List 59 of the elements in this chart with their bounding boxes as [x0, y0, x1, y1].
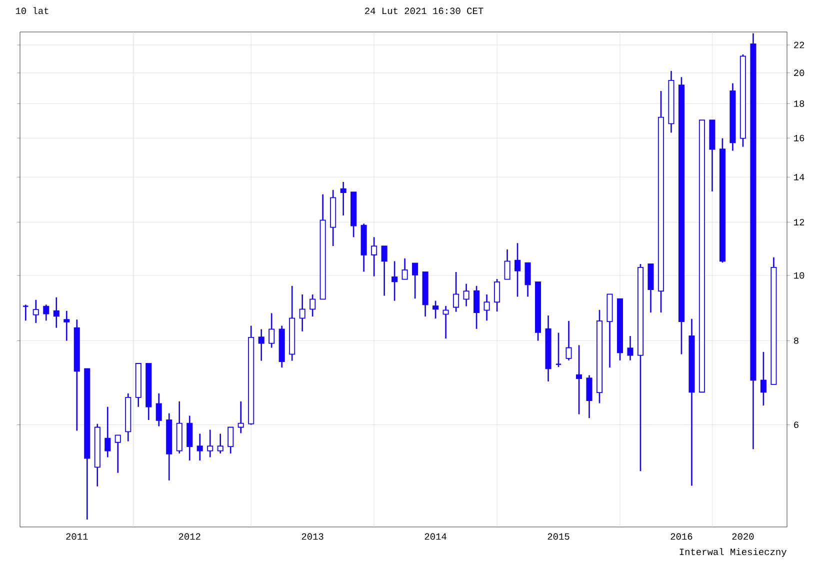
candlestick — [576, 344, 582, 415]
candlestick — [53, 296, 60, 328]
candlestick — [412, 262, 418, 300]
candlestick — [432, 300, 439, 320]
candlestick — [186, 415, 193, 462]
candlestick — [504, 248, 510, 280]
y-tick-label: 14 — [794, 174, 804, 180]
y-tick-label: 20 — [794, 70, 804, 76]
candlestick — [43, 304, 50, 322]
candlestick — [299, 294, 306, 332]
candlestick — [627, 335, 634, 362]
candlestick — [217, 433, 224, 454]
y-tick-label: 10 — [794, 272, 804, 279]
candlestick — [484, 294, 490, 322]
candlestick — [494, 278, 500, 312]
candlestick — [463, 283, 470, 307]
candlestick — [586, 374, 592, 419]
y-tick-label: 18 — [794, 100, 804, 107]
candlestick — [22, 304, 29, 322]
candlestick — [555, 332, 562, 368]
candlestick — [371, 236, 378, 277]
text: Interwal Miesieczny — [680, 548, 786, 557]
candlestick — [268, 312, 275, 348]
candlestick — [402, 258, 408, 280]
candlestick — [228, 426, 234, 454]
y-tick-label: 8 — [794, 337, 798, 344]
candlestick — [196, 433, 203, 462]
candlestick — [156, 392, 162, 427]
y-tick-label: 16 — [794, 134, 804, 142]
candlestick — [453, 271, 460, 312]
candlestick — [207, 429, 214, 458]
candlestick — [514, 242, 521, 298]
candlestick — [340, 181, 346, 216]
x-tick-label: 2013 — [302, 533, 324, 540]
candlestick — [238, 400, 244, 434]
y-tick-label: 6 — [794, 422, 798, 428]
candlestick — [310, 294, 316, 318]
candlestick — [258, 328, 264, 362]
candlestick — [442, 305, 449, 340]
chart-subtitle: 24 Lut 2021 16:30 CET — [365, 8, 484, 14]
x-tick-label: 2020 — [732, 533, 754, 540]
x-tick-label: 2014 — [424, 533, 446, 540]
candlestick — [566, 320, 572, 362]
candlestick — [760, 351, 766, 406]
x-tick-label: 2012 — [178, 533, 200, 540]
candlestick — [114, 434, 121, 474]
candlestick — [524, 262, 531, 298]
candlestick — [392, 260, 398, 302]
x-tick-label: 2011 — [66, 533, 88, 540]
y-tick-label: 12 — [794, 219, 804, 226]
candlestick — [381, 245, 388, 296]
candlestick — [32, 299, 39, 324]
chart-title: 10 lat — [16, 7, 48, 14]
candlestick — [474, 285, 480, 330]
candlestick — [104, 406, 111, 458]
candlestick — [64, 310, 70, 342]
x-tick-label: 2015 — [548, 533, 570, 540]
x-tick-label: 2016 — [670, 533, 692, 540]
y-tick-label: 22 — [794, 42, 804, 48]
